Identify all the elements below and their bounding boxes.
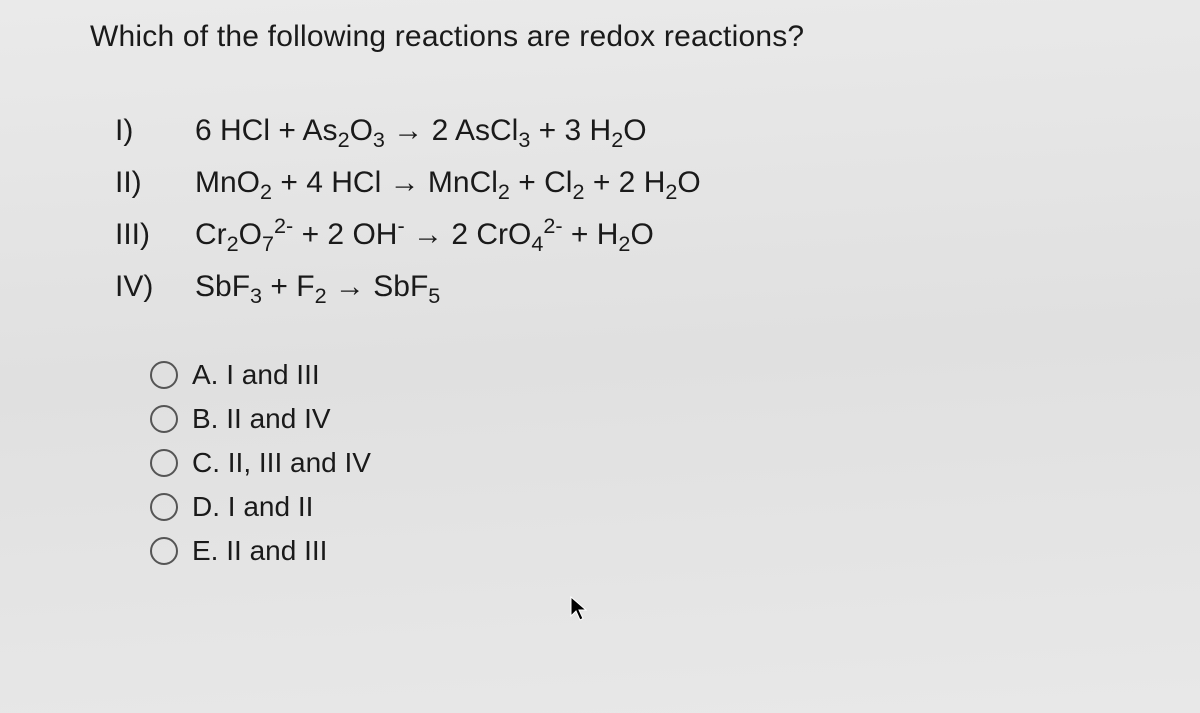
reaction-iii-label: III)	[115, 218, 170, 252]
option-d[interactable]: D. I and II	[150, 491, 1110, 523]
quiz-page: Which of the following reactions are red…	[0, 0, 1200, 713]
option-a[interactable]: A. I and III	[150, 359, 1110, 391]
radio-icon	[150, 537, 178, 565]
reaction-iii-equation: Cr2O72- + 2 OH- → 2 CrO42- + H2O	[195, 218, 654, 252]
option-c[interactable]: C. II, III and IV	[150, 447, 1110, 479]
options-list: A. I and III B. II and IV C. II, III and…	[150, 359, 1110, 567]
reaction-iv-equation: SbF3 + F2 → SbF5	[195, 270, 440, 304]
question-text: Which of the following reactions are red…	[90, 20, 1110, 54]
option-a-label: A. I and III	[192, 359, 320, 391]
reaction-ii-equation: MnO2 + 4 HCl → MnCl2 + Cl2 + 2 H2O	[195, 166, 701, 200]
reaction-i: I) 6 HCl + As2O3 → 2 AsCl3 + 3 H2O	[115, 114, 1110, 148]
reaction-ii: II) MnO2 + 4 HCl → MnCl2 + Cl2 + 2 H2O	[115, 166, 1110, 200]
option-c-label: C. II, III and IV	[192, 447, 371, 479]
reaction-i-equation: 6 HCl + As2O3 → 2 AsCl3 + 3 H2O	[195, 114, 647, 148]
reaction-iii: III) Cr2O72- + 2 OH- → 2 CrO42- + H2O	[115, 218, 1110, 252]
option-e[interactable]: E. II and III	[150, 535, 1110, 567]
reaction-iv: IV) SbF3 + F2 → SbF5	[115, 270, 1110, 304]
radio-icon	[150, 405, 178, 433]
radio-icon	[150, 449, 178, 477]
cursor-icon	[570, 596, 588, 622]
radio-icon	[150, 493, 178, 521]
reaction-ii-label: II)	[115, 166, 170, 200]
reaction-iv-label: IV)	[115, 270, 170, 304]
radio-icon	[150, 361, 178, 389]
option-b-label: B. II and IV	[192, 403, 331, 435]
option-d-label: D. I and II	[192, 491, 313, 523]
reactions-list: I) 6 HCl + As2O3 → 2 AsCl3 + 3 H2O II) M…	[115, 114, 1110, 304]
option-e-label: E. II and III	[192, 535, 327, 567]
reaction-i-label: I)	[115, 114, 170, 148]
option-b[interactable]: B. II and IV	[150, 403, 1110, 435]
